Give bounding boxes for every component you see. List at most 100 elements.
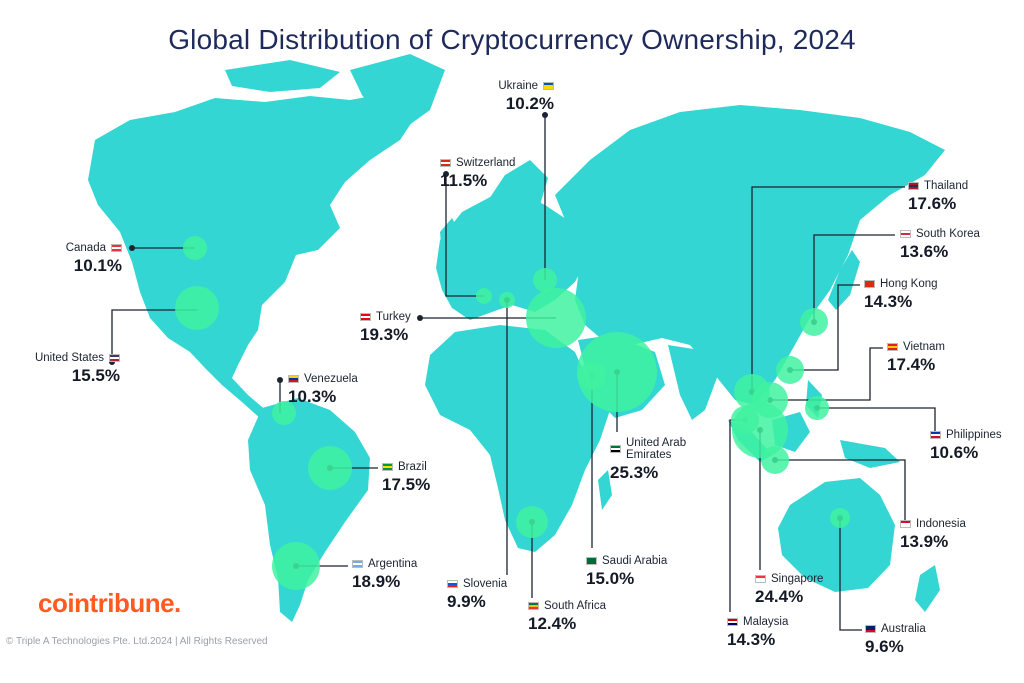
flag-icon-switzerland bbox=[440, 159, 451, 167]
ownership-value: 13.6% bbox=[900, 242, 949, 261]
leader-line-thailand bbox=[751, 186, 905, 392]
bubble-malaysia bbox=[731, 406, 759, 434]
leader-line-australia bbox=[839, 518, 862, 631]
country-name-row: Ukraine bbox=[470, 80, 554, 92]
bubble-hong-kong bbox=[776, 356, 804, 384]
bubble-united-states bbox=[175, 286, 219, 330]
country-name: Malaysia bbox=[743, 616, 789, 628]
landmass-north-america bbox=[88, 92, 420, 420]
ownership-value: 10.3% bbox=[288, 387, 337, 406]
country-name-line: United Arab bbox=[626, 437, 687, 449]
label-south-africa: South Africa 12.4% bbox=[528, 600, 606, 634]
flag-icon-south-africa bbox=[528, 602, 539, 610]
country-name: Brazil bbox=[398, 461, 427, 473]
country-name: Indonesia bbox=[916, 518, 966, 530]
flag-icon-ukraine bbox=[543, 82, 554, 90]
country-name-row: Australia bbox=[865, 623, 926, 635]
country-name-line: Emirates bbox=[626, 449, 672, 461]
country-name: Saudi Arabia bbox=[602, 555, 668, 567]
bubble-south-korea bbox=[800, 308, 828, 336]
landmass-africa bbox=[425, 325, 610, 552]
leader-line-philippines bbox=[817, 407, 936, 433]
label-saudi-arabia: Saudi Arabia 15.0% bbox=[586, 555, 667, 589]
ownership-value: 15.5% bbox=[71, 366, 120, 385]
flag-icon-malaysia bbox=[727, 618, 738, 626]
landmass-japan bbox=[828, 250, 860, 310]
country-name-row: Switzerland bbox=[440, 157, 515, 169]
label-united-arab-emirates: United Arab Emirates 25.3% bbox=[610, 437, 686, 483]
cointribune-logo: cointribune. bbox=[38, 588, 181, 618]
flag-icon-australia bbox=[865, 625, 876, 633]
landmass-new-guinea bbox=[840, 440, 900, 468]
label-south-korea: South Korea 13.6% bbox=[900, 228, 980, 262]
leader-dot-turkey bbox=[417, 315, 423, 321]
ownership-value: 19.3% bbox=[360, 325, 409, 344]
label-thailand: Thailand 17.6% bbox=[908, 180, 968, 214]
bubble-australia bbox=[830, 508, 850, 528]
bubble-turkey bbox=[526, 288, 586, 348]
country-name: Vietnam bbox=[903, 341, 945, 353]
leader-line-south-korea bbox=[813, 234, 895, 322]
flag-icon-turkey bbox=[360, 313, 371, 321]
country-name-row: Philippines bbox=[930, 429, 1002, 441]
bubble-brazil bbox=[308, 446, 352, 490]
leader-line-indonesia bbox=[775, 459, 906, 523]
ownership-value: 9.6% bbox=[865, 637, 904, 656]
country-name-row: Canada bbox=[52, 242, 122, 254]
landmass-arctic-islands bbox=[225, 60, 340, 92]
label-switzerland: Switzerland 11.5% bbox=[440, 157, 515, 191]
leader-dot-canada bbox=[129, 245, 135, 251]
bubble-philippines bbox=[805, 396, 829, 420]
ownership-value: 10.6% bbox=[930, 443, 979, 462]
country-name-row: Singapore bbox=[755, 573, 823, 585]
copyright-notice: © Triple A Technologies Pte. Ltd.2024 | … bbox=[6, 636, 268, 647]
leader-dot-venezuela bbox=[277, 377, 283, 383]
flag-icon-singapore bbox=[755, 575, 766, 583]
country-name-row: United States bbox=[20, 352, 120, 364]
country-name-row: Argentina bbox=[352, 558, 417, 570]
ownership-value: 10.2% bbox=[505, 94, 554, 113]
country-name-row: Thailand bbox=[908, 180, 968, 192]
flag-icon-philippines bbox=[930, 431, 941, 439]
country-name-row: Vietnam bbox=[887, 341, 945, 353]
flag-icon-hong-kong bbox=[864, 280, 875, 288]
leader-line-united-states bbox=[111, 309, 197, 362]
flag-icon-slovenia bbox=[447, 580, 458, 588]
country-name: South Africa bbox=[544, 600, 607, 612]
flag-icon-argentina bbox=[352, 560, 363, 568]
country-name-row: Malaysia bbox=[727, 616, 788, 628]
flag-icon-brazil bbox=[382, 463, 393, 471]
label-australia: Australia 9.6% bbox=[865, 623, 926, 657]
ownership-value: 17.4% bbox=[887, 355, 936, 374]
label-argentina: Argentina 18.9% bbox=[352, 558, 417, 592]
country-name: United Arab Emirates bbox=[626, 437, 686, 461]
flag-icon-united-states bbox=[109, 354, 120, 362]
country-name: Canada bbox=[65, 242, 106, 254]
country-name: Singapore bbox=[771, 573, 824, 585]
label-hong-kong: Hong Kong 14.3% bbox=[864, 278, 938, 312]
ownership-value: 24.4% bbox=[755, 587, 804, 606]
country-name: Ukraine bbox=[498, 80, 538, 92]
country-name: Philippines bbox=[946, 429, 1002, 441]
country-name-row: Turkey bbox=[360, 311, 411, 323]
country-name: South Korea bbox=[916, 228, 980, 240]
country-name-row: South Africa bbox=[528, 600, 606, 612]
country-name-row: South Korea bbox=[900, 228, 980, 240]
country-name: Thailand bbox=[924, 180, 969, 192]
label-united-states: United States 15.5% bbox=[20, 352, 120, 386]
flag-icon-united-arab-emirates bbox=[610, 445, 621, 453]
country-name-row: Hong Kong bbox=[864, 278, 938, 290]
label-indonesia: Indonesia 13.9% bbox=[900, 518, 966, 552]
landmass-madagascar bbox=[598, 470, 612, 510]
ownership-value: 11.5% bbox=[440, 171, 488, 190]
ownership-value: 18.9% bbox=[352, 572, 401, 591]
flag-icon-south-korea bbox=[900, 230, 911, 238]
country-name: Venezuela bbox=[304, 373, 358, 385]
bubble-argentina bbox=[272, 542, 320, 590]
ownership-value: 14.3% bbox=[727, 630, 776, 649]
bubble-canada bbox=[183, 236, 207, 260]
land-masses bbox=[88, 54, 945, 622]
country-name-row: Brazil bbox=[382, 461, 430, 473]
bubble-venezuela bbox=[272, 401, 296, 425]
